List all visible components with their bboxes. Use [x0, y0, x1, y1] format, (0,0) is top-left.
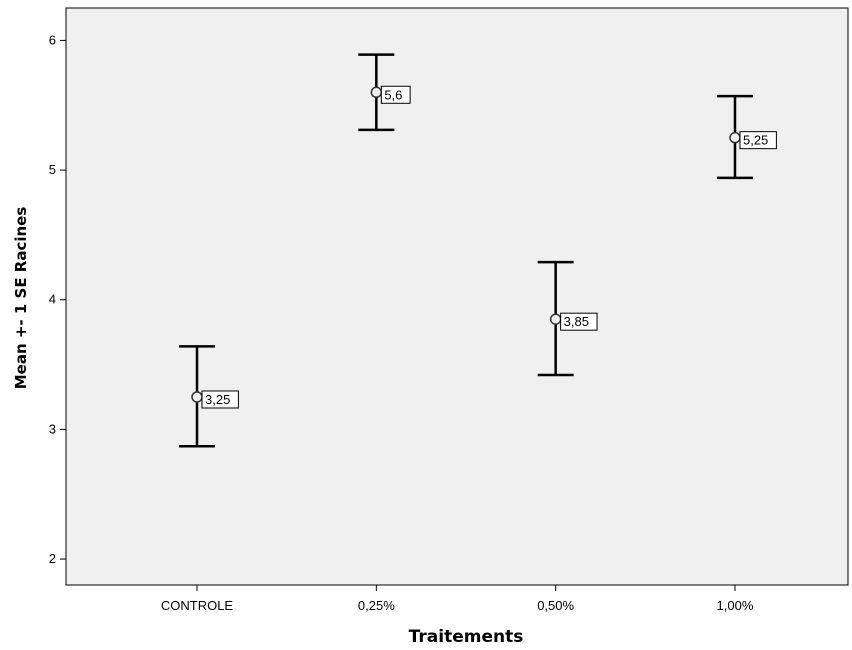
x-tick-label: 0,25% — [358, 598, 395, 613]
plot-area — [65, 7, 849, 586]
y-tick-label: 4 — [49, 292, 56, 307]
y-tick-label: 2 — [49, 551, 56, 566]
data-label-box — [201, 390, 239, 409]
error-bar-marks: 3,25 5,6 3,85 5,25 — [179, 53, 777, 448]
y-tick-label: 5 — [49, 162, 56, 177]
x-tick-label: 1,00% — [717, 598, 754, 613]
data-label-box — [739, 131, 777, 150]
x-axis: CONTROLE 0,25% 0,50% 1,00% — [161, 585, 754, 613]
mean-point — [729, 131, 741, 144]
error-bar-group: 3,85 — [537, 260, 598, 377]
data-label-box — [380, 85, 411, 104]
error-bar-group: 3,25 — [179, 345, 239, 448]
y-tick-label: 6 — [49, 32, 56, 47]
error-bar-group: 5,6 — [358, 53, 411, 132]
x-tick-label: CONTROLE — [161, 598, 234, 613]
data-label: 3,85 — [564, 314, 589, 329]
y-tick-label: 3 — [49, 421, 56, 436]
mean-point — [191, 391, 203, 403]
mean-point — [549, 313, 562, 325]
y-axis-title: Mean +- 1 SE Racines — [12, 207, 30, 390]
data-label: 5,6 — [384, 87, 402, 102]
y-axis: 2 3 4 5 6 — [49, 32, 66, 566]
error-bar-group: 5,25 — [716, 94, 777, 180]
x-tick-label: 0,50% — [537, 598, 574, 613]
data-label: 5,25 — [743, 133, 768, 148]
data-label-box — [560, 312, 598, 331]
data-label: 3,25 — [205, 392, 230, 407]
x-axis-title: Traitements — [409, 627, 524, 647]
mean-point — [370, 86, 383, 99]
